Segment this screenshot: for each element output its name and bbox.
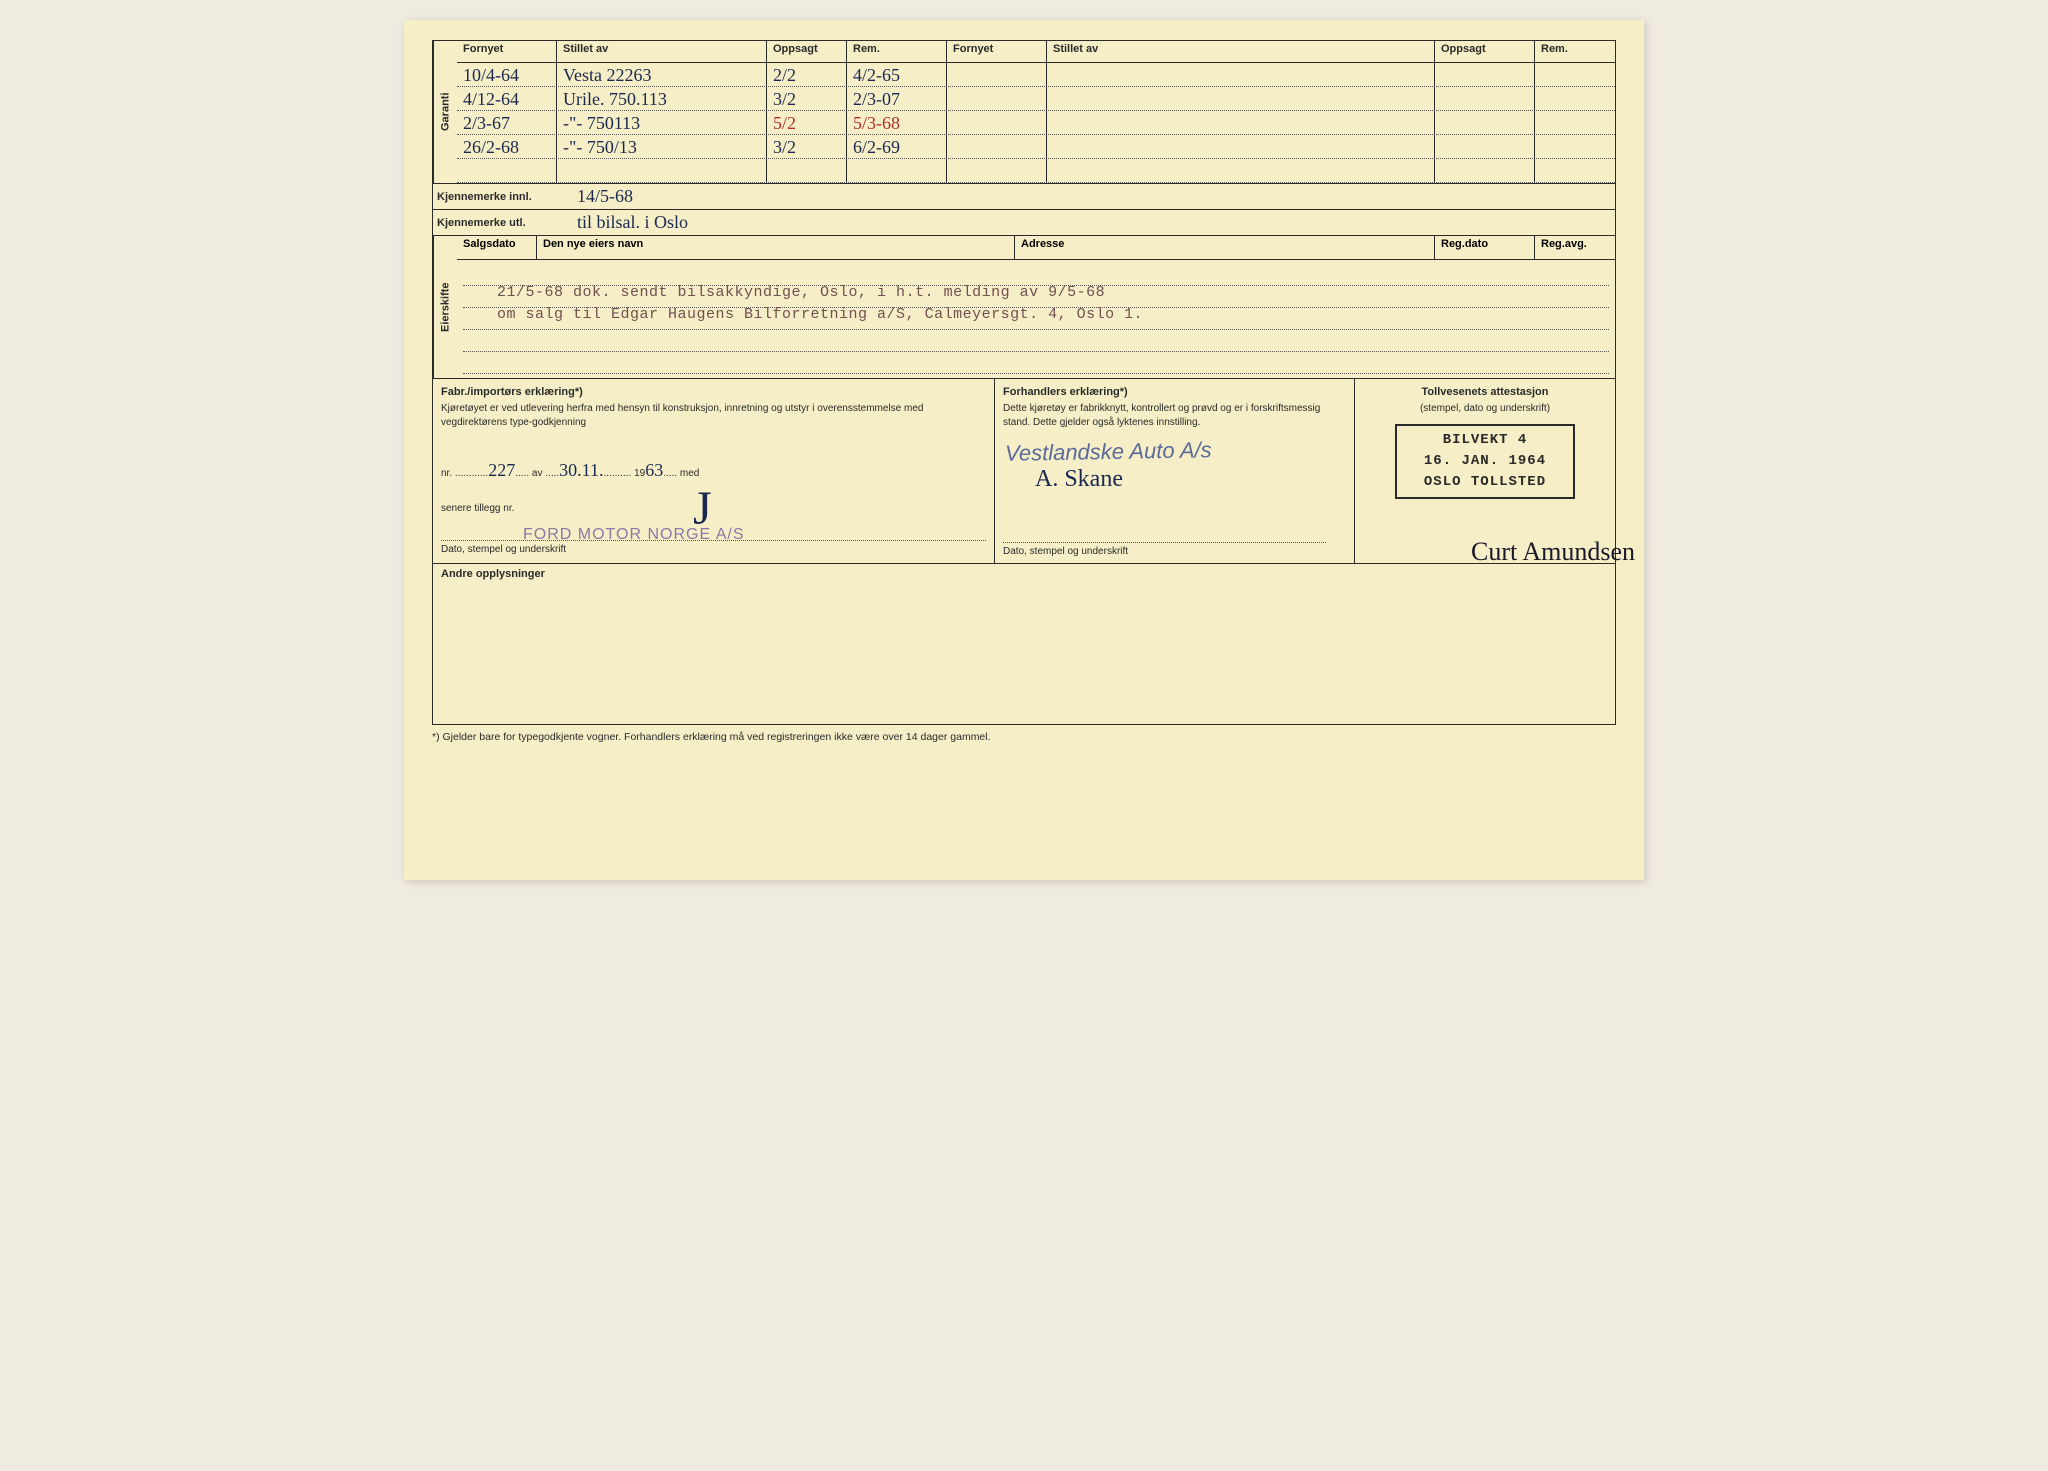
kjennemerke-utl-value: til bilsal. i Oslo — [577, 212, 688, 233]
cell: 4/12-64 — [457, 87, 557, 110]
cell: 6/2-69 — [847, 135, 947, 158]
cell: Vesta 22263 — [557, 63, 767, 86]
col-navn: Den nye eiers navn — [537, 236, 1015, 259]
main-frame: Garanti Fornyet Stillet av Oppsagt Rem. … — [432, 40, 1616, 725]
col-rem: Rem. — [847, 41, 947, 62]
forhandler-erklaering: Forhandlers erklæring*) Dette kjøretøy e… — [995, 379, 1355, 563]
garanti-row: 4/12-64 Urile. 750.113 3/2 2/3-07 — [457, 87, 1615, 111]
garanti-label: Garanti — [433, 41, 457, 183]
garanti-row: 26/2-68 -"- 750/13 3/2 6/2-69 — [457, 135, 1615, 159]
bilvekt-stamp: BILVEKT 4 16. JAN. 1964 OSLO TOLLSTED — [1395, 424, 1575, 499]
col-stillet: Stillet av — [557, 41, 767, 62]
stamp-line3: OSLO TOLLSTED — [1401, 472, 1569, 493]
cell: 26/2-68 — [457, 135, 557, 158]
kjennemerke-utl-label: Kjennemerke utl. — [437, 217, 577, 229]
col-rem2: Rem. — [1535, 41, 1615, 62]
stamp-line1: BILVEKT 4 — [1401, 430, 1569, 451]
fabr-signature: J — [693, 475, 712, 542]
eierskifte-section: Eierskifte Salgsdato Den nye eiers navn … — [433, 236, 1615, 379]
cell: 5/3-68 — [847, 111, 947, 134]
andre-label: Andre opplysninger — [441, 568, 545, 580]
cell: -"- 750/13 — [557, 135, 767, 158]
cell: 2/3-67 — [457, 111, 557, 134]
stamp-line2: 16. JAN. 1964 — [1401, 451, 1569, 472]
fabr-nr-line: nr. ............227..... av .....30.11..… — [441, 458, 986, 483]
cell: 3/2 — [767, 135, 847, 158]
erklaering-section: Fabr./importørs erklæring*) Kjøretøyet e… — [433, 379, 1615, 564]
garanti-table: Fornyet Stillet av Oppsagt Rem. Fornyet … — [457, 41, 1615, 183]
forh-sig-label: Dato, stempel og underskrift — [1003, 542, 1326, 559]
cell: 5/2 — [767, 111, 847, 134]
col-stillet2: Stillet av — [1047, 41, 1435, 62]
forh-title: Forhandlers erklæring*) — [1003, 385, 1346, 400]
forh-text: Dette kjøretøy er fabrikknytt, kontrolle… — [1003, 402, 1346, 430]
eierskifte-body: 21/5-68 dok. sendt bilsakkyndige, Oslo, … — [457, 260, 1615, 378]
cell: 2/2 — [767, 63, 847, 86]
kjennemerke-innl-row: Kjennemerke innl. 14/5-68 — [433, 184, 1615, 210]
garanti-section: Garanti Fornyet Stillet av Oppsagt Rem. … — [433, 41, 1615, 184]
cell: -"- 750113 — [557, 111, 767, 134]
registration-card: Garanti Fornyet Stillet av Oppsagt Rem. … — [404, 20, 1644, 880]
garanti-row — [457, 159, 1615, 183]
col-regavg: Reg.avg. — [1535, 236, 1615, 259]
tollvesen-attestasjon: Tollvesenets attestasjon (stempel, dato … — [1355, 379, 1615, 563]
footnote: *) Gjelder bare for typegodkjente vogner… — [432, 731, 1616, 743]
kjennemerke-utl-row: Kjennemerke utl. til bilsal. i Oslo — [433, 210, 1615, 236]
fabr-title: Fabr./importørs erklæring*) — [441, 385, 986, 400]
garanti-row: 10/4-64 Vesta 22263 2/2 4/2-65 — [457, 63, 1615, 87]
kjennemerke-innl-value: 14/5-68 — [577, 186, 633, 207]
fabr-text: Kjøretøyet er ved utlevering herfra med … — [441, 402, 986, 430]
andre-opplysninger: Andre opplysninger — [433, 564, 1615, 724]
toll-signature: Curt Amundsen — [1471, 534, 1635, 570]
col-fornyet: Fornyet — [457, 41, 557, 62]
cell: 10/4-64 — [457, 63, 557, 86]
typed-line1: 21/5-68 dok. sendt bilsakkyndige, Oslo, … — [497, 284, 1105, 301]
eierskifte-label: Eierskifte — [433, 236, 457, 378]
col-fornyet2: Fornyet — [947, 41, 1047, 62]
toll-title: Tollvesenets attestasjon — [1363, 385, 1607, 400]
kjennemerke-innl-label: Kjennemerke innl. — [437, 191, 577, 203]
vestlandske-sig: A. Skane — [1035, 463, 1123, 497]
col-salgsdato: Salgsdato — [457, 236, 537, 259]
garanti-row: 2/3-67 -"- 750113 5/2 5/3-68 — [457, 111, 1615, 135]
fabrikant-erklaering: Fabr./importørs erklæring*) Kjøretøyet e… — [433, 379, 995, 563]
cell: 2/3-07 — [847, 87, 947, 110]
col-adresse: Adresse — [1015, 236, 1435, 259]
garanti-header-row: Fornyet Stillet av Oppsagt Rem. Fornyet … — [457, 41, 1615, 63]
cell: 3/2 — [767, 87, 847, 110]
col-regdato: Reg.dato — [1435, 236, 1535, 259]
col-oppsagt: Oppsagt — [767, 41, 847, 62]
fabr-senere: senere tillegg nr. — [441, 502, 986, 516]
eierskifte-header: Salgsdato Den nye eiers navn Adresse Reg… — [457, 236, 1615, 260]
typed-line2: om salg til Edgar Haugens Bilforretning … — [497, 306, 1143, 323]
toll-sub: (stempel, dato og underskrift) — [1363, 402, 1607, 416]
cell: 4/2-65 — [847, 63, 947, 86]
col-oppsagt2: Oppsagt — [1435, 41, 1535, 62]
eierskifte-content: Salgsdato Den nye eiers navn Adresse Reg… — [457, 236, 1615, 378]
cell: Urile. 750.113 — [557, 87, 767, 110]
